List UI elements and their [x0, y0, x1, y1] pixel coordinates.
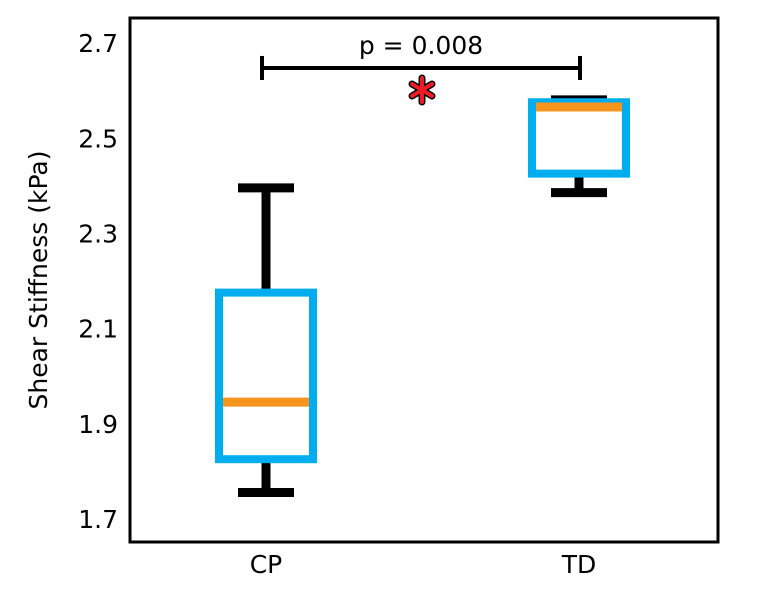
y-axis-label: Shear Stiffness (kPa) [24, 151, 53, 410]
y-tick-label: 2.1 [78, 315, 118, 344]
significance-star [408, 74, 436, 106]
y-tick-label: 1.9 [78, 410, 118, 439]
y-tick-label: 2.7 [78, 29, 118, 58]
y-tick-label: 2.3 [78, 220, 118, 249]
plot-frame [128, 16, 720, 544]
box [215, 288, 317, 464]
x-tick-label: CP [250, 550, 283, 579]
y-tick-label: 1.7 [78, 505, 118, 534]
y-tick-label: 2.5 [78, 124, 118, 153]
p-value-label: p = 0.008 [359, 31, 483, 60]
x-tick-label: TD [561, 550, 597, 579]
box [528, 98, 630, 178]
